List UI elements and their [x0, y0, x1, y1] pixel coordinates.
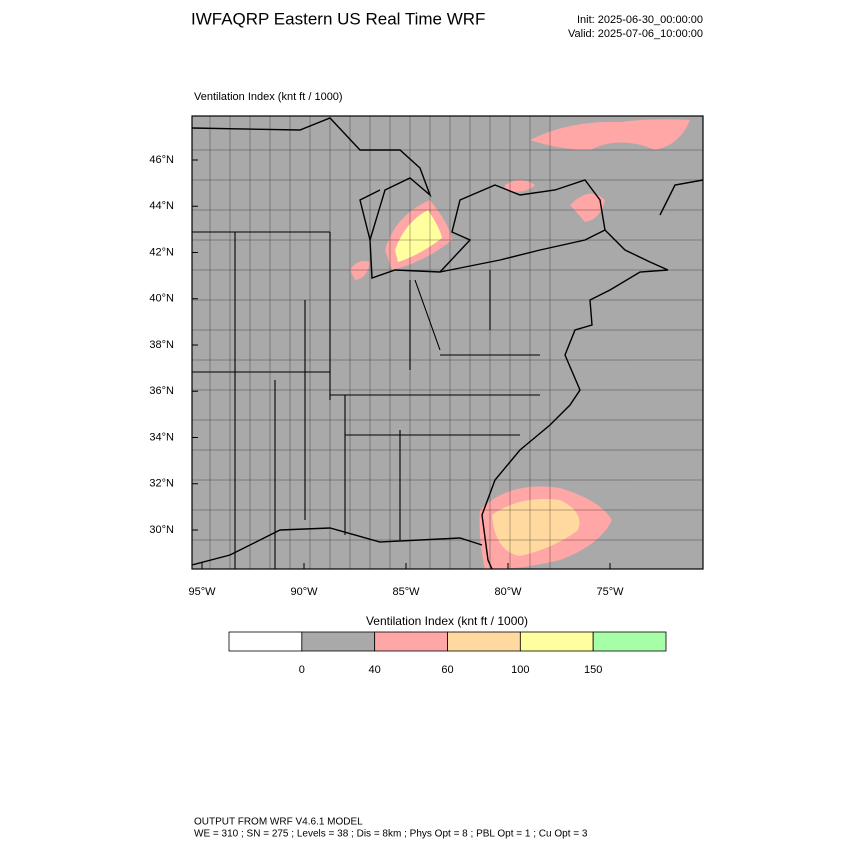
colorbar-label: 100	[511, 664, 529, 676]
init-time: Init: 2025-06-30_00:00:00	[577, 14, 703, 26]
state-lines	[192, 231, 540, 569]
field-label: Ventilation Index (knt ft / 1000)	[194, 91, 343, 103]
lon-label: 90°W	[290, 586, 318, 598]
map-field	[192, 116, 703, 569]
lat-label: 40°N	[149, 293, 174, 305]
shaded-region	[350, 261, 370, 280]
colorbar-title: Ventilation Index (knt ft / 1000)	[366, 614, 528, 628]
lat-label: 30°N	[149, 524, 174, 536]
colorbar-label: 60	[441, 664, 453, 676]
footer-line: OUTPUT FROM WRF V4.6.1 MODEL	[194, 817, 363, 828]
lat-label: 38°N	[149, 339, 174, 351]
lon-label: 95°W	[188, 586, 216, 598]
colorbar-box	[592, 631, 667, 652]
lat-label: 46°N	[149, 154, 174, 166]
lat-label: 44°N	[149, 200, 174, 212]
colorbar-label: 0	[299, 664, 305, 676]
title: IWFAQRP Eastern US Real Time WRF	[191, 9, 485, 28]
colorbar-box	[447, 631, 521, 652]
colorbar-label: 150	[584, 664, 602, 676]
lon-label: 80°W	[494, 586, 522, 598]
lon-label: 85°W	[392, 586, 420, 598]
colorbar-box	[519, 631, 594, 652]
lat-label: 34°N	[149, 431, 174, 443]
footer-line: WE = 310 ; SN = 275 ; Levels = 38 ; Dis …	[194, 829, 588, 840]
lat-label: 42°N	[149, 246, 174, 258]
shaded-region	[505, 180, 535, 192]
lon-label: 75°W	[596, 586, 624, 598]
lat-label: 36°N	[149, 385, 174, 397]
colorbar-box	[228, 631, 303, 652]
valid-time: Valid: 2025-07-06_10:00:00	[568, 28, 703, 40]
colorbar-box	[301, 631, 376, 652]
shaded-region	[395, 210, 442, 262]
colorbar-label: 40	[369, 664, 381, 676]
shaded-region	[492, 499, 580, 556]
map: 46°N 44°N 42°N 40°N 38°N 36°N 34°N 32°N 30°N 95°W…	[149, 115, 704, 598]
lat-label: 32°N	[149, 478, 174, 490]
shaded-region	[570, 193, 605, 222]
map-frame	[191, 115, 704, 570]
shaded-region	[530, 119, 690, 150]
colorbar-box	[374, 631, 448, 652]
colorbar: 0 40 60 100 150	[228, 631, 667, 676]
